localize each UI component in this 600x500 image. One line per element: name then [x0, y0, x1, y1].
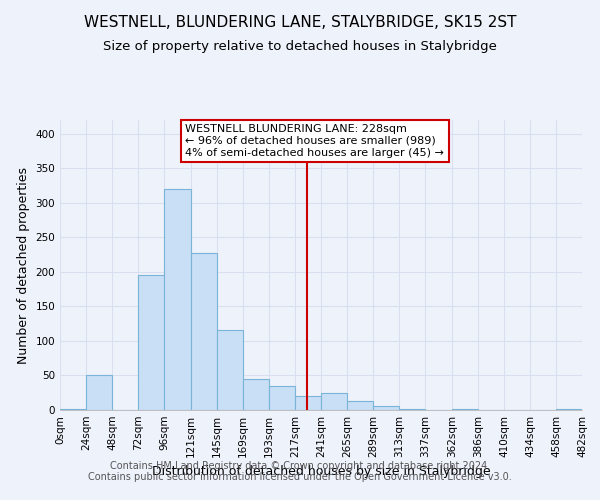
- Bar: [452, 408, 478, 410]
- Text: WESTNELL BLUNDERING LANE: 228sqm
← 96% of detached houses are smaller (989)
4% o: WESTNELL BLUNDERING LANE: 228sqm ← 96% o…: [185, 124, 444, 158]
- Bar: [191, 252, 217, 410]
- Bar: [556, 408, 582, 410]
- Text: Contains HM Land Registry data © Crown copyright and database right 2024.
Contai: Contains HM Land Registry data © Crown c…: [88, 461, 512, 482]
- Bar: [269, 386, 295, 410]
- Text: Size of property relative to detached houses in Stalybridge: Size of property relative to detached ho…: [103, 40, 497, 53]
- Bar: [295, 396, 321, 410]
- Bar: [86, 375, 112, 410]
- Text: WESTNELL, BLUNDERING LANE, STALYBRIDGE, SK15 2ST: WESTNELL, BLUNDERING LANE, STALYBRIDGE, …: [84, 15, 516, 30]
- Bar: [373, 406, 399, 410]
- Bar: [217, 330, 243, 410]
- Bar: [60, 408, 86, 410]
- Bar: [164, 189, 191, 410]
- Bar: [347, 401, 373, 410]
- Bar: [243, 379, 269, 410]
- X-axis label: Distribution of detached houses by size in Stalybridge: Distribution of detached houses by size …: [152, 466, 490, 478]
- Bar: [321, 394, 347, 410]
- Bar: [399, 408, 425, 410]
- Y-axis label: Number of detached properties: Number of detached properties: [17, 166, 30, 364]
- Bar: [138, 274, 164, 410]
